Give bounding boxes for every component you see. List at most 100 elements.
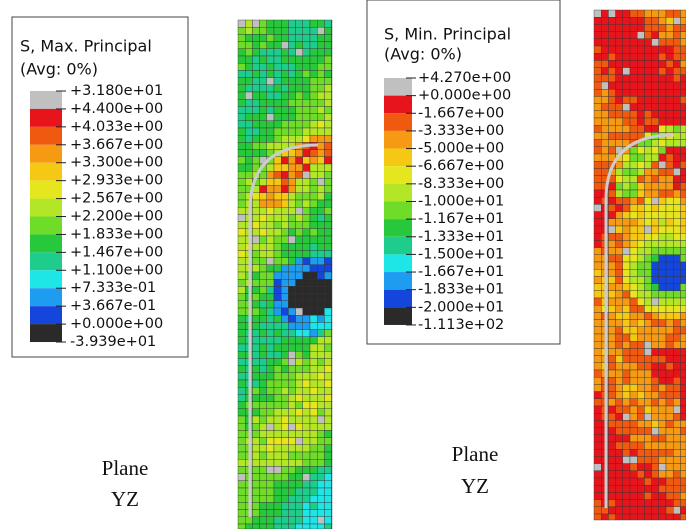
mesh-cell — [266, 185, 275, 194]
mesh-cell — [680, 391, 686, 400]
mesh-cell — [608, 463, 616, 472]
mesh-cell — [288, 286, 296, 294]
mesh-cell — [644, 60, 652, 68]
mesh-cell — [273, 27, 282, 35]
mesh-cell — [673, 146, 681, 155]
mesh-cell — [680, 132, 686, 140]
mesh-cell — [673, 117, 681, 126]
mesh-cell — [259, 84, 268, 93]
mesh-cell — [644, 369, 652, 378]
mesh-cell — [644, 247, 652, 256]
mesh-cell — [295, 394, 304, 402]
mesh-cell — [252, 459, 260, 467]
mesh-cell — [288, 293, 296, 302]
mesh-cell — [593, 240, 602, 248]
mesh-cell — [629, 31, 638, 40]
mesh-cell — [237, 235, 246, 244]
mesh-cell — [302, 257, 311, 266]
mesh-cell — [302, 307, 311, 316]
mesh-cell — [259, 430, 268, 438]
mesh-cell — [629, 232, 638, 241]
mesh-cell — [629, 24, 638, 32]
mesh-cell — [288, 523, 296, 529]
mesh-cell — [295, 408, 304, 417]
mesh-cell — [302, 41, 311, 49]
mesh-cell — [629, 67, 638, 75]
mesh-cell — [281, 523, 289, 529]
mesh-cell — [644, 269, 652, 277]
mesh-cell — [259, 214, 268, 222]
mesh-cell — [644, 204, 652, 212]
legend-label: +3.667e-01 — [70, 298, 156, 314]
mesh-cell — [324, 502, 332, 510]
mesh-cell — [266, 235, 275, 244]
mesh-cell — [665, 405, 674, 414]
mesh-cell — [288, 487, 296, 496]
mesh-cell — [252, 473, 260, 482]
mesh-cell — [302, 120, 311, 129]
mesh-cell — [608, 427, 616, 436]
mesh-cell — [324, 459, 332, 467]
mesh-cell — [637, 305, 645, 313]
mesh-cell — [252, 437, 260, 446]
mesh-cell — [680, 24, 686, 32]
mesh-cell — [302, 199, 311, 208]
mesh-cell — [615, 196, 623, 205]
mesh-cell — [665, 196, 674, 205]
mesh-cell — [273, 48, 282, 57]
mesh-cell — [651, 240, 659, 248]
mesh-cell — [601, 24, 609, 32]
mesh-cell — [317, 27, 325, 35]
mesh-cell — [615, 456, 623, 464]
mesh-cell — [622, 341, 631, 349]
mesh-cell — [266, 387, 275, 395]
mesh-cell — [593, 398, 602, 407]
mesh-cell — [273, 242, 282, 251]
mesh-cell — [237, 19, 246, 28]
mesh-cell — [281, 48, 289, 57]
mesh-cell — [673, 333, 681, 342]
mesh-cell — [309, 415, 318, 424]
mesh-cell — [324, 63, 332, 71]
mesh-cell — [259, 149, 268, 158]
mesh-cell — [309, 91, 318, 100]
mesh-cell — [637, 232, 645, 241]
mesh-cell — [637, 254, 645, 263]
mesh-cell — [295, 444, 304, 453]
mesh-cell — [629, 189, 638, 198]
mesh-cell — [680, 369, 686, 378]
mesh-cell — [273, 387, 282, 395]
mesh-cell — [281, 242, 289, 251]
mesh-cell — [593, 377, 602, 385]
mesh-cell — [637, 384, 645, 392]
mesh-cell — [317, 185, 325, 194]
mesh-cell — [658, 513, 667, 521]
legend-swatch — [30, 324, 62, 343]
mesh-cell — [288, 365, 296, 374]
mesh-cell — [658, 153, 667, 162]
mesh-cell — [615, 132, 623, 140]
mesh-cell — [644, 499, 652, 508]
mesh-cell — [629, 319, 638, 328]
mesh-cell — [259, 466, 268, 474]
mesh-cell — [288, 127, 296, 136]
mesh-cell — [658, 391, 667, 400]
mesh-cell — [295, 170, 304, 179]
mesh-cell — [266, 365, 275, 374]
mesh-cell — [288, 19, 296, 28]
mesh-cell — [288, 408, 296, 417]
mesh-cell — [309, 55, 318, 64]
mesh-cell — [629, 305, 638, 313]
mesh-cell — [288, 221, 296, 230]
mesh-cell — [266, 98, 275, 107]
mesh-cell — [673, 499, 681, 508]
mesh-cell — [637, 283, 645, 292]
mesh-cell — [266, 228, 275, 237]
mesh-cell — [237, 523, 246, 529]
mesh-cell — [266, 423, 275, 431]
mesh-cell — [266, 516, 275, 525]
legend-label: +2.933e+00 — [70, 173, 163, 189]
mesh-cell — [601, 110, 609, 119]
mesh-cell — [665, 175, 674, 184]
mesh-cell — [658, 470, 667, 479]
